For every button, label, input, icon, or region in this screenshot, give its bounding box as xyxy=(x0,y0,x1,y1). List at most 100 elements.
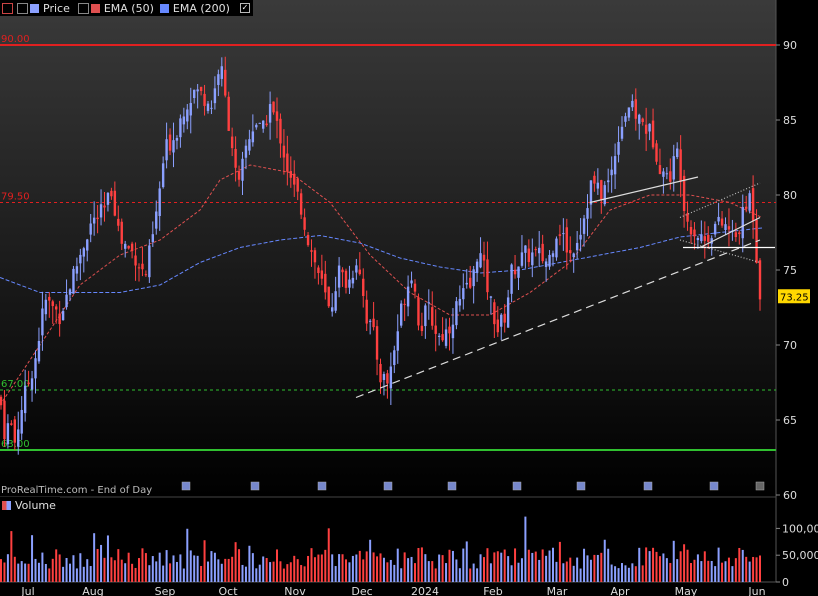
volume-bar xyxy=(93,533,96,582)
candle-body xyxy=(282,145,286,158)
candle-body xyxy=(724,224,727,231)
last-price-tag xyxy=(778,289,810,304)
chart-type-icon[interactable] xyxy=(2,2,13,14)
candle-body xyxy=(610,169,613,176)
candle-body xyxy=(37,340,41,362)
volume-bar xyxy=(131,563,134,582)
ema200-swatch-icon xyxy=(159,3,169,13)
volume-bar xyxy=(531,552,534,582)
volume-bar xyxy=(493,552,496,582)
candle-body xyxy=(703,236,706,241)
legend-ema200[interactable]: EMA (200) xyxy=(159,2,230,15)
time-axis-label: Sep xyxy=(155,585,176,596)
candle-body xyxy=(165,139,168,161)
volume-bar xyxy=(279,561,282,582)
time-axis-label: 2024 xyxy=(411,585,439,596)
checkbox-icon[interactable]: ✓ xyxy=(239,3,250,13)
candle-body xyxy=(420,325,424,332)
candle-body xyxy=(237,170,241,180)
candle-body xyxy=(631,100,634,108)
ema50-label: EMA (50) xyxy=(103,1,154,15)
volume-bar xyxy=(641,565,644,582)
candle-body xyxy=(710,238,713,244)
settings-icon[interactable] xyxy=(17,2,28,14)
volume-bar xyxy=(51,558,54,582)
event-marker-icon xyxy=(181,481,191,491)
candle-body xyxy=(651,120,655,148)
volume-bar xyxy=(48,568,51,582)
candle-body xyxy=(579,234,582,240)
volume-bar xyxy=(507,556,510,582)
volume-bar xyxy=(44,563,47,582)
candle-body xyxy=(527,248,531,263)
volume-bar xyxy=(603,539,606,582)
candle-body xyxy=(72,268,75,294)
volume-bar xyxy=(503,549,506,582)
candle-body xyxy=(472,269,475,287)
volume-bar xyxy=(193,555,196,582)
candle-body xyxy=(475,261,479,273)
volume-bar xyxy=(672,540,675,582)
candle-body xyxy=(317,267,320,274)
candle-body xyxy=(662,171,665,177)
volume-bar xyxy=(424,554,427,582)
volume-bar xyxy=(110,557,113,582)
candle-body xyxy=(396,331,399,351)
volume-bar xyxy=(262,556,265,582)
volume-bar xyxy=(269,562,272,582)
volume-bar xyxy=(144,553,147,582)
candle-body xyxy=(741,207,744,239)
candle-body xyxy=(358,269,361,275)
trendline xyxy=(699,216,761,249)
candle-body xyxy=(0,396,3,406)
volume-bar xyxy=(458,568,461,582)
volume-bar xyxy=(686,549,689,582)
candle-body xyxy=(613,156,617,175)
volume-bar xyxy=(155,561,158,582)
volume-bar xyxy=(65,558,68,582)
volume-bar xyxy=(55,549,58,582)
price-tick-label: 60 xyxy=(783,489,797,502)
legend-price[interactable]: Price xyxy=(30,2,70,15)
candle-body xyxy=(289,171,292,178)
volume-bar xyxy=(403,552,406,582)
volume-bar xyxy=(731,566,734,582)
volume-bar xyxy=(151,556,154,582)
candle-body xyxy=(434,325,437,334)
volume-bar xyxy=(569,557,572,582)
volume-tick-label: 50,000 xyxy=(782,549,818,562)
volume-bar xyxy=(348,562,351,582)
volume-bar xyxy=(196,555,199,582)
time-axis-label: Mar xyxy=(547,585,568,596)
volume-bar xyxy=(265,557,268,582)
candle-body xyxy=(372,318,375,328)
candle-body xyxy=(34,358,37,379)
volume-bar xyxy=(248,545,251,582)
candle-body xyxy=(348,279,351,288)
volume-bar xyxy=(652,547,655,582)
candle-body xyxy=(562,233,565,235)
volume-bar xyxy=(648,551,651,582)
candle-body xyxy=(23,385,27,414)
volume-bar xyxy=(313,557,316,582)
candle-body xyxy=(344,270,348,288)
volume-bar xyxy=(148,565,151,582)
candle-body xyxy=(193,89,196,99)
volume-bar xyxy=(479,554,482,582)
candle-body xyxy=(431,307,434,326)
candle-body xyxy=(248,139,251,151)
volume-bar xyxy=(372,552,375,582)
volume-bar xyxy=(420,547,423,582)
volume-bar xyxy=(676,559,679,582)
list-icon[interactable] xyxy=(77,2,89,14)
volume-bar xyxy=(124,563,127,582)
volume-bar xyxy=(538,559,541,582)
candle-body xyxy=(693,229,696,237)
candle-body xyxy=(213,88,217,104)
candle-body xyxy=(531,252,534,266)
event-marker-icon xyxy=(576,481,586,491)
legend-ema50[interactable]: EMA (50) xyxy=(90,1,154,15)
volume-bar xyxy=(407,558,410,582)
volume-bar xyxy=(655,551,658,582)
